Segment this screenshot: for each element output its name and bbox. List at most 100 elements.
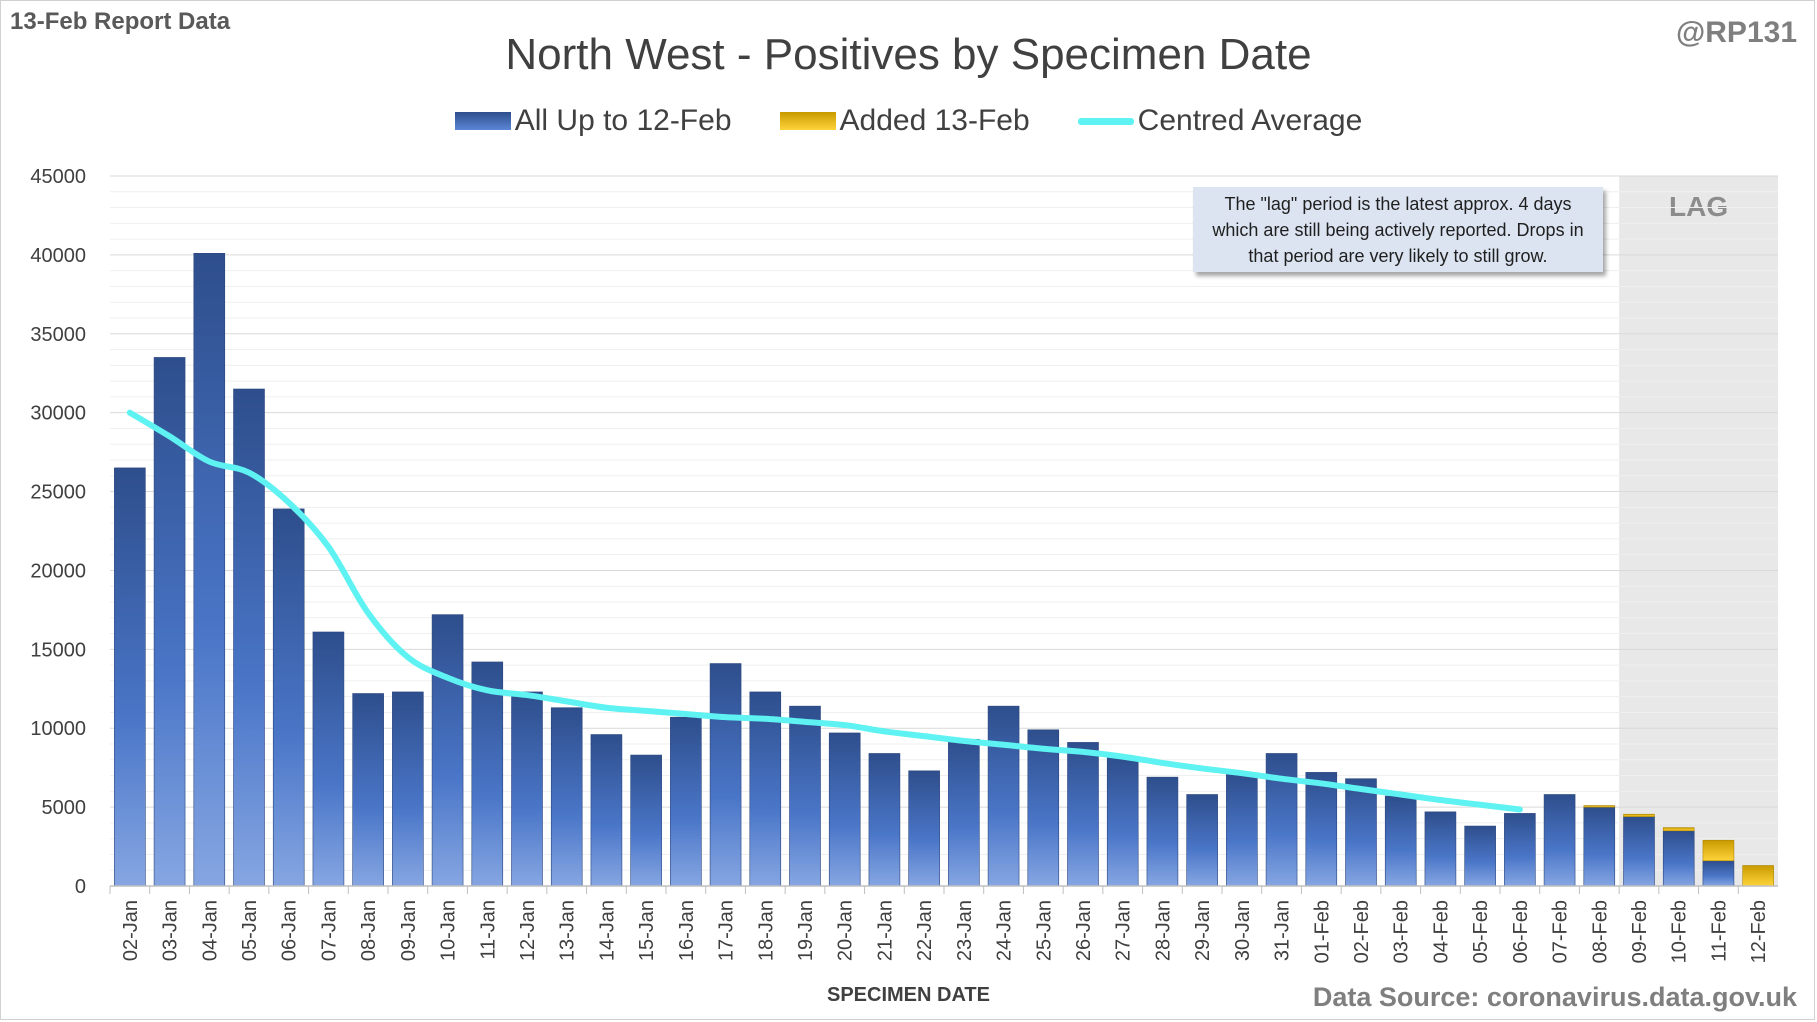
x-tick-label: 01-Feb [1311,900,1333,963]
x-tick-label: 05-Jan [239,900,261,961]
bar-added-13feb [1623,813,1655,817]
bar-all-up-to-12feb [1543,794,1576,887]
centred-average-line [126,409,1523,813]
x-axis-title: SPECIMEN DATE [827,984,990,1006]
bar-all-up-to-12feb [233,388,265,887]
x-tick-label: 07-Jan [318,900,340,961]
bar-all-up-to-12feb [1702,860,1735,887]
x-tick-label: 02-Jan [120,900,142,961]
x-tick-label: 12-Feb [1748,900,1770,963]
bar-all-up-to-12feb [114,467,146,887]
y-tick-label: 5000 [42,797,87,819]
bar-all-up-to-12feb [789,705,821,887]
y-tick-label: 20000 [30,560,86,582]
bar-all-up-to-12feb [1186,794,1218,887]
x-tick-label: 09-Feb [1629,900,1651,963]
chart-legend: All Up to 12-Feb Added 13-Feb Centred Av… [0,104,1817,138]
lag-note-box: The "lag" period is the latest approx. 4… [1193,187,1603,272]
bar-all-up-to-12feb [1504,813,1536,887]
legend-swatch-avg [1077,117,1134,125]
bar-all-up-to-12feb [193,253,226,887]
x-tick-label: 03-Feb [1391,900,1413,963]
y-tick-label: 0 [75,876,86,898]
x-tick-label: 13-Jan [557,900,579,961]
bar-all-up-to-12feb [550,707,583,887]
x-tick-label: 04-Jan [199,900,221,961]
y-tick-label: 25000 [30,482,86,504]
bar-all-up-to-12feb [1067,742,1099,887]
x-tick-label: 25-Jan [1033,900,1055,961]
bar-all-up-to-12feb [1027,729,1060,887]
x-tick-label: 06-Jan [279,900,301,961]
x-tick-label: 16-Jan [676,900,698,961]
x-tick-label: 18-Jan [755,900,777,961]
bar-all-up-to-12feb [1384,795,1417,887]
bar-all-up-to-12feb [392,691,424,887]
legend-item-all: All Up to 12-Feb [454,104,732,138]
bar-all-up-to-12feb [948,738,980,887]
bar-added-13feb [1702,839,1735,862]
bar-all-up-to-12feb [1305,772,1338,887]
x-tick-label: 22-Jan [914,900,936,961]
x-tick-label: 12-Jan [517,900,539,961]
legend-label-added: Added 13-Feb [839,104,1030,137]
x-tick-label: 29-Jan [1192,900,1214,961]
bar-all-up-to-12feb [1345,778,1377,887]
x-tick-label: 15-Jan [636,900,658,961]
legend-label-all: All Up to 12-Feb [514,104,732,137]
bar-all-up-to-12feb [1424,811,1457,887]
x-tick-label: 17-Jan [716,900,738,961]
x-tick-label: 19-Jan [795,900,817,961]
bar-all-up-to-12feb [1623,816,1655,887]
bar-all-up-to-12feb [511,691,543,887]
y-tick-label: 45000 [30,166,86,188]
lag-note-text: The "lag" period is the latest approx. 4… [1212,193,1584,266]
x-tick-label: 26-Jan [1073,900,1095,961]
x-tick-label: 23-Jan [954,900,976,961]
legend-label-avg: Centred Average [1137,104,1363,137]
data-source: Data Source: coronavirus.data.gov.uk [1312,982,1797,1012]
x-tick-label: 14-Jan [596,900,618,961]
bar-all-up-to-12feb [312,631,345,887]
x-tick-label: 21-Jan [874,900,896,961]
x-tick-label: 04-Feb [1430,900,1452,963]
y-tick-label: 35000 [30,324,86,346]
x-tick-label: 10-Feb [1669,900,1691,963]
x-tick-label: 06-Feb [1510,900,1532,963]
lag-band [1619,176,1778,886]
y-tick-label: 40000 [30,245,86,267]
legend-swatch-all [454,112,511,130]
legend-item-avg: Centred Average [1077,104,1363,138]
bar-all-up-to-12feb [1662,830,1695,887]
bar-all-up-to-12feb [868,753,901,887]
x-tick-label: 02-Feb [1351,900,1373,963]
bar-all-up-to-12feb [590,734,623,887]
x-tick-label: 27-Jan [1113,900,1135,961]
x-tick-label: 05-Feb [1470,900,1492,963]
report-date-label: 13-Feb Report Data [10,8,231,35]
bar-all-up-to-12feb [272,508,305,887]
bar-all-up-to-12feb [1583,806,1616,887]
bar-added-13feb [1742,865,1774,887]
bar-all-up-to-12feb [749,691,782,887]
x-tick-label: 08-Feb [1589,900,1611,963]
bar-all-up-to-12feb [1464,825,1496,887]
y-tick-label: 30000 [30,403,86,425]
bar-all-up-to-12feb [709,663,742,887]
chart-title: North West - Positives by Specimen Date [505,30,1312,79]
bar-all-up-to-12feb [471,661,504,887]
x-tick-label: 20-Jan [835,900,857,961]
x-tick-label: 28-Jan [1152,900,1174,961]
bar-added-13feb [1662,827,1695,832]
x-tick-label: 09-Jan [398,900,420,961]
bar-all-up-to-12feb [630,754,662,887]
x-tick-label: 31-Jan [1272,900,1294,961]
bar-all-up-to-12feb [1146,776,1179,887]
x-tick-label: 08-Jan [358,900,380,961]
x-tick-label: 30-Jan [1232,900,1254,961]
bar-all-up-to-12feb [908,770,940,887]
x-tick-label: 11-Feb [1708,900,1730,962]
bar-all-up-to-12feb [1265,753,1298,887]
